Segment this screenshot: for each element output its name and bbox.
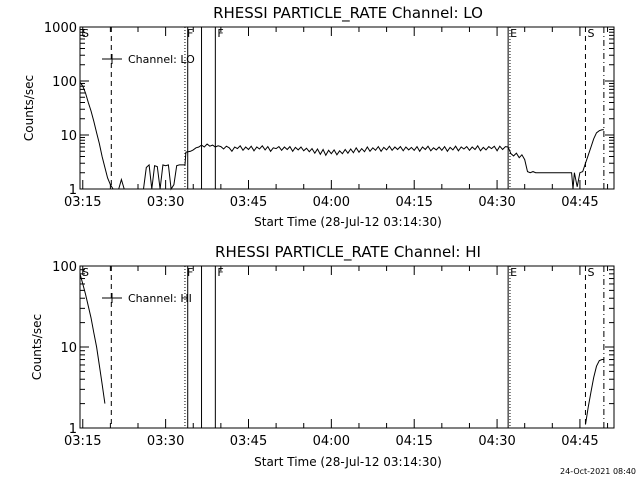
hi-marker-label: S bbox=[587, 266, 594, 279]
lo-x-tick-label: 04:45 bbox=[561, 195, 598, 210]
hi-series bbox=[79, 273, 604, 425]
hi-legend: Channel: HI bbox=[102, 292, 192, 305]
hi-y-axis-label: Counts/sec bbox=[30, 314, 44, 380]
lo-x-tick-label: 03:30 bbox=[147, 195, 184, 210]
lo-y-tick-label: 1 bbox=[69, 183, 77, 198]
hi-marker-label: F bbox=[187, 266, 193, 279]
hi-edge-label: S bbox=[82, 266, 89, 279]
lo-x-tick-label: 04:30 bbox=[478, 195, 515, 210]
lo-y-tick-label: 1000 bbox=[44, 21, 77, 36]
hi-channel-panel: RHESSI PARTICLE_RATE Channel: HI Counts/… bbox=[30, 243, 615, 469]
hi-x-tick-label: 04:00 bbox=[313, 434, 350, 449]
lo-y-axis-label: Counts/sec bbox=[22, 75, 36, 141]
lo-chart-title: RHESSI PARTICLE_RATE Channel: LO bbox=[213, 4, 483, 23]
hi-series-line bbox=[79, 273, 106, 404]
lo-x-tick-label: 03:45 bbox=[230, 195, 267, 210]
lo-legend: Channel: LO bbox=[102, 53, 195, 66]
lo-marker-label: F bbox=[187, 27, 193, 40]
lo-edge-label: S bbox=[82, 27, 89, 40]
hi-legend-label: Channel: HI bbox=[128, 292, 192, 305]
hi-y-tick-label: 100 bbox=[52, 260, 77, 275]
hi-x-tick-label: 03:30 bbox=[147, 434, 184, 449]
lo-marker-label: E bbox=[510, 27, 517, 40]
lo-series-line bbox=[118, 177, 125, 190]
hi-x-tick-label: 04:30 bbox=[478, 434, 515, 449]
lo-plot-frame bbox=[79, 26, 615, 190]
hi-x-axis-label: Start Time (28-Jul-12 03:14:30) bbox=[254, 455, 442, 469]
lo-series bbox=[79, 81, 604, 191]
lo-series-line bbox=[143, 129, 604, 191]
lo-axes: 1 10 100 1000 03:15 03:30 03:45 04:00 04:15 04:30… bbox=[44, 21, 615, 210]
hi-x-tick-label: 03:15 bbox=[64, 434, 101, 449]
hi-chart-title: RHESSI PARTICLE_RATE Channel: HI bbox=[215, 243, 481, 262]
hi-y-tick-label: 1 bbox=[69, 422, 77, 437]
hi-x-tick-label: 03:45 bbox=[230, 434, 267, 449]
lo-legend-label: Channel: LO bbox=[128, 53, 195, 66]
footer-timestamp: 24-Oct-2021 08:40 bbox=[560, 467, 636, 476]
hi-event-markers: F F E SS bbox=[82, 266, 605, 428]
hi-x-tick-label: 04:45 bbox=[561, 434, 598, 449]
lo-y-tick-label: 10 bbox=[60, 129, 77, 144]
lo-marker-label: F bbox=[217, 27, 223, 40]
lo-series-line bbox=[79, 81, 114, 190]
hi-marker-label: F bbox=[217, 266, 223, 279]
lo-x-tick-label: 03:15 bbox=[64, 195, 101, 210]
lo-x-tick-label: 04:15 bbox=[395, 195, 432, 210]
lo-marker-label: S bbox=[587, 27, 594, 40]
hi-axes: 1 10 100 03:15 03:30 03:45 04:00 04:15 04:30 04:4… bbox=[52, 260, 615, 449]
lo-channel-panel: RHESSI PARTICLE_RATE Channel: LO Counts/… bbox=[22, 4, 615, 229]
hi-marker-label: E bbox=[510, 266, 517, 279]
hi-x-tick-label: 04:15 bbox=[395, 434, 432, 449]
lo-x-tick-label: 04:00 bbox=[313, 195, 350, 210]
lo-x-axis-label: Start Time (28-Jul-12 03:14:30) bbox=[254, 215, 442, 229]
lo-y-tick-label: 100 bbox=[52, 75, 77, 90]
hi-y-tick-label: 10 bbox=[60, 341, 77, 356]
hi-series-line bbox=[585, 359, 604, 425]
